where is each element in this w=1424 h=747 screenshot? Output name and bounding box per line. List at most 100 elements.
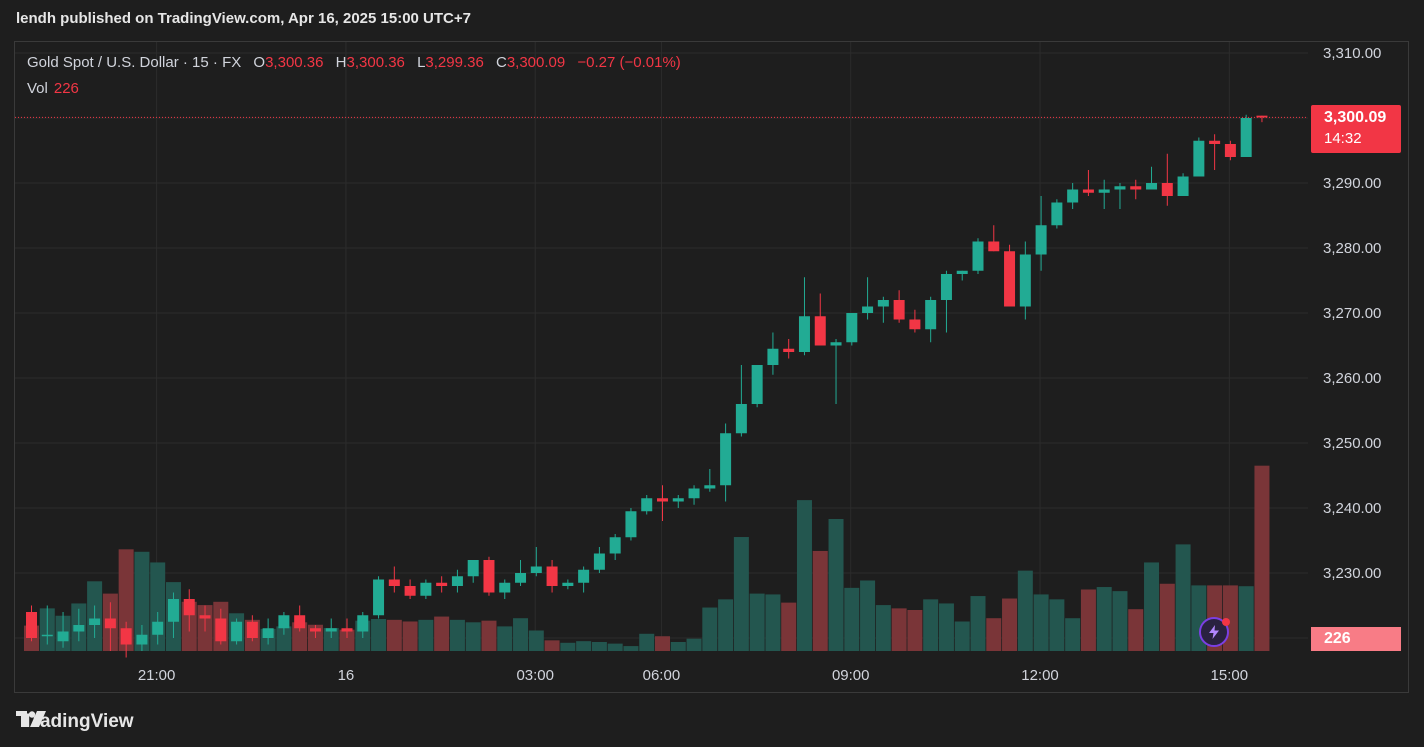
x-tick-label: 03:00 <box>516 667 554 684</box>
volume-bar <box>781 602 797 651</box>
x-tick-label: 21:00 <box>138 667 176 684</box>
symbol-label[interactable]: Gold Spot / U.S. Dollar · 15 · FX <box>27 54 242 71</box>
candle-body <box>104 618 116 629</box>
candle-body <box>530 566 542 573</box>
volume-bar <box>1112 591 1128 651</box>
volume-bar <box>844 587 860 651</box>
candle-body <box>1161 183 1173 196</box>
lightning-icon <box>1209 625 1219 639</box>
volume-bar <box>118 549 134 651</box>
candle-body <box>1098 189 1110 193</box>
volume-bar <box>544 640 560 651</box>
candle-body <box>89 618 101 625</box>
candle-body <box>388 579 400 586</box>
candle-body <box>26 612 37 638</box>
volume-bar <box>1096 587 1112 651</box>
y-tick-label: 3,250.00 <box>1323 435 1381 452</box>
candle-body <box>341 628 353 632</box>
volume-bar <box>481 620 497 651</box>
volume-bar <box>749 593 765 651</box>
volume-bar <box>292 622 308 651</box>
candle-body <box>183 599 195 616</box>
ohlc-legend: Gold Spot / U.S. Dollar · 15 · FX O3,300… <box>27 54 681 71</box>
volume-bar <box>276 626 292 651</box>
candle-body <box>798 316 810 352</box>
volume-bar <box>371 619 387 651</box>
candle-body <box>720 433 732 486</box>
candle-body <box>1004 251 1016 307</box>
volume-bar <box>1065 618 1081 651</box>
candle-body <box>846 313 858 343</box>
x-tick-label: 06:00 <box>643 667 681 684</box>
candle-body <box>830 342 842 346</box>
y-tick-label: 3,260.00 <box>1323 370 1381 387</box>
alerts-bolt-icon[interactable] <box>1199 617 1230 647</box>
volume-bar <box>733 537 749 651</box>
volume-bar <box>591 641 607 651</box>
volume-bar <box>891 608 907 651</box>
candle-body <box>1146 183 1158 190</box>
y-tick-label: 3,280.00 <box>1323 240 1381 257</box>
candle-body <box>215 618 227 642</box>
volume-legend: Vol 226 <box>27 80 79 97</box>
volume-bar <box>796 500 812 651</box>
candle-body <box>909 319 921 330</box>
open-value: 3,300.36 <box>265 54 324 71</box>
low-label: L <box>417 54 426 71</box>
candle-body <box>1051 202 1063 226</box>
volume-bar <box>134 551 150 651</box>
candle-body <box>1019 254 1031 307</box>
candle-body <box>41 634 53 637</box>
volume-bar <box>970 596 986 651</box>
candle-body <box>515 573 527 583</box>
volume-bar <box>812 550 828 651</box>
candle-body <box>1256 115 1268 118</box>
candle-body <box>972 241 984 271</box>
candle-body <box>940 274 952 300</box>
volume-bar <box>1159 583 1175 651</box>
candle-body <box>499 582 511 593</box>
high-label: H <box>335 54 347 71</box>
volume-bar <box>765 594 781 651</box>
candle-body <box>294 615 306 629</box>
candle-body <box>451 576 463 586</box>
candle-body <box>483 560 495 593</box>
candle-body <box>893 300 905 320</box>
candle-body <box>73 625 85 632</box>
volume-bar <box>686 638 702 651</box>
volume-bar <box>576 641 592 651</box>
volume-bar <box>655 636 670 651</box>
volume-bar <box>528 630 544 651</box>
candle-body <box>404 586 416 596</box>
x-tick-label: 12:00 <box>1021 667 1059 684</box>
candle-body <box>167 599 179 622</box>
footer-brand[interactable]: TradingView <box>16 711 134 733</box>
volume-bar <box>386 619 402 651</box>
volume-bar <box>1017 570 1033 651</box>
candle-body <box>246 621 258 638</box>
candle-body <box>325 628 337 632</box>
candle-body <box>309 628 321 632</box>
volume-bar <box>1002 598 1018 651</box>
volume-bar <box>938 603 954 651</box>
volume-bar <box>434 616 450 651</box>
volume-bar <box>639 633 655 651</box>
y-tick-label: 3,230.00 <box>1323 565 1381 582</box>
volume-bar <box>828 518 844 651</box>
candle-body <box>988 241 1000 252</box>
candle-body <box>1035 225 1047 255</box>
volume-bar <box>560 642 576 651</box>
candle-body <box>120 628 132 645</box>
volume-bar <box>1238 586 1254 651</box>
volume-label[interactable]: Vol <box>27 80 48 97</box>
notification-dot <box>1222 618 1230 626</box>
candle-body <box>436 582 448 586</box>
volume-scale-value: 226 <box>1324 630 1351 647</box>
last-price-value: 3,300.09 <box>1324 109 1387 126</box>
candle-body <box>199 615 211 619</box>
volume-bar <box>607 643 623 651</box>
chart-frame[interactable] <box>14 41 1409 693</box>
candle-body <box>562 582 574 586</box>
bar-countdown: 14:32 <box>1324 130 1362 147</box>
